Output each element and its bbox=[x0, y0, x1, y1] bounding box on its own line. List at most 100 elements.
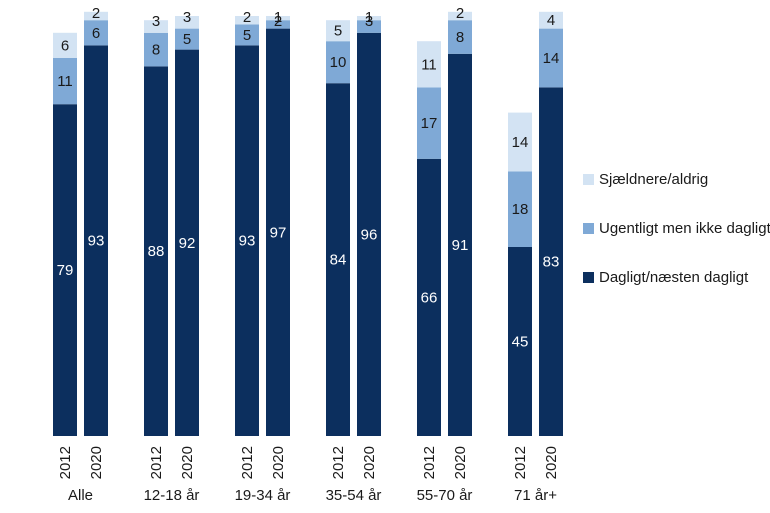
value-label-71-år-2020-sjældnere-aldrig: 4 bbox=[547, 12, 555, 29]
bar-segment-12-18-år-2020-ugentligt-men-ikke-dagligt bbox=[175, 28, 199, 50]
value-label-19-34-år-2020-sjældnere-aldrig: 1 bbox=[274, 9, 282, 26]
bar-segment-55-70-år-2020-ugentligt-men-ikke-dagligt bbox=[448, 20, 472, 54]
value-label-alle-2012-ugentligt-men-ikke-dagligt: 11 bbox=[57, 73, 73, 90]
value-label-12-18-år-2020-dagligt-næsten-dagligt: 92 bbox=[179, 235, 196, 252]
value-label-55-70-år-2012-dagligt-næsten-dagligt: 66 bbox=[421, 289, 438, 306]
year-label-alle-2012: 2012 bbox=[57, 446, 74, 479]
value-label-35-54-år-2012-sjældnere-aldrig: 5 bbox=[334, 23, 342, 40]
value-label-12-18-år-2020-sjældnere-aldrig: 3 bbox=[183, 9, 191, 26]
value-label-12-18-år-2012-ugentligt-men-ikke-dagligt: 8 bbox=[152, 42, 160, 59]
value-label-55-70-år-2020-sjældnere-aldrig: 2 bbox=[456, 5, 464, 22]
value-label-35-54-år-2012-ugentligt-men-ikke-dagligt: 10 bbox=[330, 54, 347, 71]
bar-segment-12-18-år-2020-dagligt-næsten-dagligt bbox=[175, 49, 199, 436]
year-label-55-70-år-2020: 2020 bbox=[452, 446, 469, 479]
value-label-55-70-år-2012-sjældnere-aldrig: 11 bbox=[421, 56, 437, 73]
value-label-alle-2020-ugentligt-men-ikke-dagligt: 6 bbox=[92, 25, 100, 42]
legend-swatch-ugentligt-men-ikke-dagligt bbox=[583, 223, 594, 234]
value-label-12-18-år-2012-sjældnere-aldrig: 3 bbox=[152, 13, 160, 30]
bar-segment-55-70-år-2012-sjældnere-aldrig bbox=[417, 41, 441, 88]
legend-label-dagligt-næsten-dagligt: Dagligt/næsten dagligt bbox=[599, 269, 749, 286]
group-label-19-34-år: 19-34 år bbox=[235, 487, 291, 504]
value-label-19-34-år-2012-ugentligt-men-ikke-dagligt: 5 bbox=[243, 27, 251, 44]
value-label-55-70-år-2012-ugentligt-men-ikke-dagligt: 17 bbox=[421, 115, 438, 132]
bars-layer bbox=[53, 11, 563, 437]
value-label-alle-2020-dagligt-næsten-dagligt: 93 bbox=[88, 233, 105, 250]
bar-segment-19-34-år-2020-dagligt-næsten-dagligt bbox=[266, 28, 290, 436]
bar-segment-55-70-år-2012-dagligt-næsten-dagligt bbox=[417, 158, 441, 437]
bar-segment-alle-2012-sjældnere-aldrig bbox=[53, 32, 77, 58]
value-label-alle-2020-sjældnere-aldrig: 2 bbox=[92, 5, 100, 22]
group-label-12-18-år: 12-18 år bbox=[144, 487, 200, 504]
value-label-71-år-2020-ugentligt-men-ikke-dagligt: 14 bbox=[543, 50, 560, 67]
year-label-alle-2020: 2020 bbox=[88, 446, 105, 479]
bar-segment-71-år-2012-sjældnere-aldrig bbox=[508, 112, 532, 172]
bar-segment-71-år-2012-ugentligt-men-ikke-dagligt bbox=[508, 171, 532, 247]
bar-segment-19-34-år-2012-dagligt-næsten-dagligt bbox=[235, 45, 259, 437]
value-label-19-34-år-2012-dagligt-næsten-dagligt: 93 bbox=[239, 233, 256, 250]
group-label-55-70-år: 55-70 år bbox=[417, 487, 473, 504]
bar-segment-55-70-år-2020-dagligt-næsten-dagligt bbox=[448, 53, 472, 437]
value-label-55-70-år-2020-ugentligt-men-ikke-dagligt: 8 bbox=[456, 29, 464, 46]
value-label-19-34-år-2012-sjældnere-aldrig: 2 bbox=[243, 9, 251, 26]
bar-segment-71-år-2020-ugentligt-men-ikke-dagligt bbox=[539, 28, 563, 88]
bar-segment-alle-2012-dagligt-næsten-dagligt bbox=[53, 104, 77, 436]
bar-segment-12-18-år-2020-sjældnere-aldrig bbox=[175, 16, 199, 29]
value-label-71-år-2012-sjældnere-aldrig: 14 bbox=[512, 134, 529, 151]
bar-segment-19-34-år-2020-sjældnere-aldrig bbox=[266, 16, 290, 21]
value-label-71-år-2012-ugentligt-men-ikke-dagligt: 18 bbox=[512, 201, 529, 218]
bar-segment-55-70-år-2020-sjældnere-aldrig bbox=[448, 11, 472, 21]
bar-segment-35-54-år-2012-sjældnere-aldrig bbox=[326, 20, 350, 42]
year-label-35-54-år-2020: 2020 bbox=[361, 446, 378, 479]
group-label-35-54-år: 35-54 år bbox=[326, 487, 382, 504]
year-label-19-34-år-2020: 2020 bbox=[270, 446, 287, 479]
group-label-alle: Alle bbox=[68, 487, 93, 504]
bar-segment-alle-2020-ugentligt-men-ikke-dagligt bbox=[84, 20, 108, 46]
bar-segment-alle-2020-sjældnere-aldrig bbox=[84, 11, 108, 21]
bar-segment-35-54-år-2012-dagligt-næsten-dagligt bbox=[326, 83, 350, 436]
year-label-71-år-2020: 2020 bbox=[543, 446, 560, 479]
segment-labels-layer: 7911693628883925393529721841059631661711… bbox=[57, 5, 560, 351]
year-label-12-18-år-2020: 2020 bbox=[179, 446, 196, 479]
legend-label-ugentligt-men-ikke-dagligt: Ugentligt men ikke dagligt bbox=[599, 220, 770, 237]
bar-segment-12-18-år-2012-sjældnere-aldrig bbox=[144, 20, 168, 33]
bar-segment-19-34-år-2012-ugentligt-men-ikke-dagligt bbox=[235, 24, 259, 46]
value-label-71-år-2012-dagligt-næsten-dagligt: 45 bbox=[512, 334, 529, 351]
bar-segment-19-34-år-2020-ugentligt-men-ikke-dagligt bbox=[266, 20, 290, 29]
group-label-71-år: 71 år+ bbox=[514, 487, 557, 504]
legend-swatch-sjældnere-aldrig bbox=[583, 174, 594, 185]
value-label-alle-2012-sjældnere-aldrig: 6 bbox=[61, 37, 69, 54]
value-label-71-år-2020-dagligt-næsten-dagligt: 83 bbox=[543, 254, 560, 271]
value-label-55-70-år-2020-dagligt-næsten-dagligt: 91 bbox=[452, 237, 469, 254]
x-axis: 2012 2020 Alle 2012 2020 12-18 år 2012 2020 19-3… bbox=[57, 446, 560, 504]
value-label-35-54-år-2020-sjældnere-aldrig: 1 bbox=[365, 9, 373, 26]
value-label-19-34-år-2020-dagligt-næsten-dagligt: 97 bbox=[270, 224, 287, 241]
bar-segment-35-54-år-2012-ugentligt-men-ikke-dagligt bbox=[326, 41, 350, 84]
legend-label-sjældnere-aldrig: Sjældnere/aldrig bbox=[599, 171, 708, 188]
value-label-35-54-år-2020-ugentligt-men-ikke-dagligt: 3 bbox=[365, 13, 373, 30]
year-label-12-18-år-2012: 2012 bbox=[148, 446, 165, 479]
value-label-35-54-år-2020-dagligt-næsten-dagligt: 96 bbox=[361, 226, 378, 243]
legend: Sjældnere/aldrig Ugentligt men ikke dagli… bbox=[583, 171, 770, 286]
year-label-19-34-år-2012: 2012 bbox=[239, 446, 256, 479]
bar-segment-12-18-år-2012-dagligt-næsten-dagligt bbox=[144, 66, 168, 437]
bar-segment-71-år-2012-dagligt-næsten-dagligt bbox=[508, 247, 532, 436]
bar-segment-35-54-år-2020-dagligt-næsten-dagligt bbox=[357, 32, 381, 437]
bar-segment-19-34-år-2012-sjældnere-aldrig bbox=[235, 16, 259, 25]
bar-segment-71-år-2020-sjældnere-aldrig bbox=[539, 11, 563, 29]
year-label-55-70-år-2012: 2012 bbox=[421, 446, 438, 479]
value-label-35-54-år-2012-dagligt-næsten-dagligt: 84 bbox=[330, 252, 347, 269]
bar-segment-55-70-år-2012-ugentligt-men-ikke-dagligt bbox=[417, 87, 441, 159]
bar-segment-35-54-år-2020-sjældnere-aldrig bbox=[357, 16, 381, 21]
value-label-12-18-år-2012-dagligt-næsten-dagligt: 88 bbox=[148, 243, 165, 260]
bar-segment-alle-2012-ugentligt-men-ikke-dagligt bbox=[53, 58, 77, 105]
value-label-12-18-år-2020-ugentligt-men-ikke-dagligt: 5 bbox=[183, 31, 191, 48]
year-label-71-år-2012: 2012 bbox=[512, 446, 529, 479]
legend-swatch-dagligt-næsten-dagligt bbox=[583, 272, 594, 283]
bar-segment-12-18-år-2012-ugentligt-men-ikke-dagligt bbox=[144, 32, 168, 67]
value-label-alle-2012-dagligt-næsten-dagligt: 79 bbox=[57, 262, 74, 279]
value-label-19-34-år-2020-ugentligt-men-ikke-dagligt: 2 bbox=[274, 13, 282, 30]
bar-segment-35-54-år-2020-ugentligt-men-ikke-dagligt bbox=[357, 20, 381, 33]
bar-segment-71-år-2020-dagligt-næsten-dagligt bbox=[539, 87, 563, 437]
bar-segment-alle-2020-dagligt-næsten-dagligt bbox=[84, 45, 108, 437]
